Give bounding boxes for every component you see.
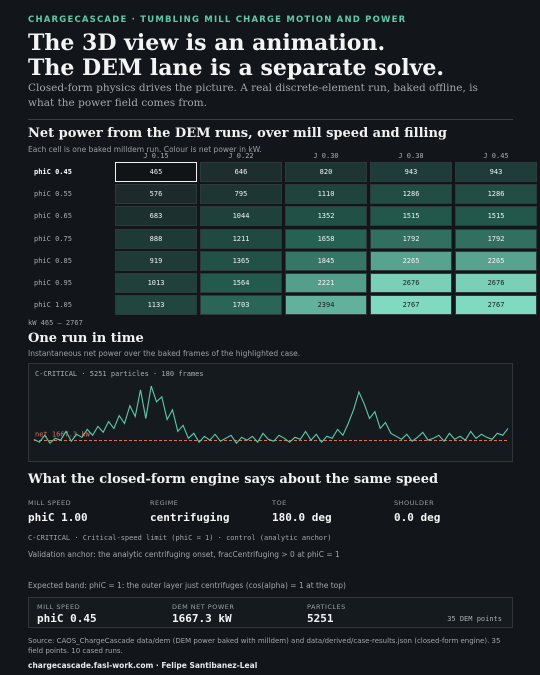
readout-value: 5251 [307, 612, 334, 625]
heatmap-cell[interactable]: 1564 [200, 273, 282, 293]
chart-label: C-CRITICAL · 5251 particles · 180 frames [35, 370, 204, 378]
row-header: phiC 0.85 [34, 256, 72, 265]
validation: Validation anchor: the analytic centrifu… [28, 550, 340, 559]
heatmap-cell[interactable]: 2265 [455, 250, 537, 271]
stat-label: MILL SPEED [28, 499, 72, 507]
row-header: phiC 0.75 [34, 234, 72, 243]
heatmap-cell[interactable]: 1110 [285, 184, 367, 205]
heatmap-cell[interactable]: 1133 [115, 295, 197, 316]
heatmap-cell[interactable]: 1013 [115, 273, 197, 293]
heatmap-cell[interactable]: 1515 [455, 206, 537, 227]
intro: Closed-form physics drives the picture. … [28, 82, 478, 109]
column-header: J 0.15 [143, 152, 169, 160]
color-legend: kW 465 – 2767 [28, 319, 83, 327]
source: Source: CAOS_ChargeCascade data/dem (DEM… [28, 637, 501, 655]
heatmap-cell[interactable]: 919 [115, 250, 197, 271]
heatmap-cell[interactable]: 943 [370, 162, 452, 182]
heatmap-cell[interactable]: 683 [115, 206, 197, 227]
expected-band: Expected band: phiC = 1: the outer layer… [28, 581, 346, 590]
heatmap-cell[interactable]: 1286 [370, 184, 452, 205]
stat-value: 0.0 deg [394, 511, 441, 524]
heatmap-cell[interactable]: 2221 [285, 273, 367, 293]
heatmap-cell[interactable]: 1845 [285, 250, 367, 271]
readout-label: PARTICLES [307, 603, 346, 611]
readout-value: 1667.3 kW [172, 612, 232, 625]
heatmap-cell[interactable]: 2676 [370, 273, 452, 293]
column-header: J 0.30 [313, 152, 339, 160]
heatmap-cell[interactable]: 2676 [455, 273, 537, 293]
chart-panel: C-CRITICAL · 5251 particles · 180 frames… [28, 363, 513, 462]
line-chart: net 1667.3 kW [33, 385, 509, 445]
section-title: One run in time [28, 331, 144, 346]
row-header: phiC 0.55 [34, 190, 72, 199]
stat-value: phiC 1.00 [28, 511, 88, 524]
net-label: net 1667.3 kW [35, 431, 91, 439]
column-header: J 0.38 [398, 152, 424, 160]
heatmap-cell[interactable]: 1792 [370, 228, 452, 249]
readout-label: MILL SPEED [37, 603, 81, 611]
heatmap-cell[interactable]: 1211 [200, 228, 282, 249]
heatmap-cell[interactable]: 1703 [200, 295, 282, 316]
case-line: C-CRITICAL · Critical-speed limit (phiC … [28, 534, 332, 542]
section-title: Net power from the DEM runs, over mill s… [28, 126, 447, 141]
heatmap-cell[interactable]: 820 [285, 162, 367, 182]
heatmap-cell[interactable]: 646 [200, 162, 282, 182]
row-header: phiC 1.05 [34, 301, 72, 310]
heatmap-cell[interactable]: 1352 [285, 206, 367, 227]
heatmap-cell[interactable]: 1286 [455, 184, 537, 205]
heatmap-cell[interactable]: 2394 [285, 295, 367, 316]
section-subtitle: Instantaneous net power over the baked f… [28, 349, 301, 358]
heatmap-cell[interactable]: 1792 [455, 228, 537, 249]
heatmap-cell[interactable]: 2265 [370, 250, 452, 271]
credit: chargecascade.fasl-work.com · Felipe San… [28, 661, 258, 670]
eyebrow: CHARGECASCADE · TUMBLING MILL CHARGE MOT… [28, 15, 407, 25]
section-subtitle: Each cell is one baked milldem run. Colo… [28, 145, 262, 154]
power-line [33, 385, 509, 445]
heatmap-cell[interactable]: 2767 [455, 295, 537, 316]
heatmap-cell[interactable]: 888 [115, 228, 197, 249]
heatmap-cell[interactable]: 1044 [200, 206, 282, 227]
stat-label: SHOULDER [394, 499, 435, 507]
headline: The DEM lane is a separate solve. [28, 55, 445, 81]
readout-value: phiC 0.45 [37, 612, 97, 625]
readout-panel: MILL SPEED phiC 0.45 DEM NET POWER 1667.3 k… [28, 597, 513, 628]
heatmap-cell[interactable]: 1515 [370, 206, 452, 227]
stat-value: 180.0 deg [272, 511, 332, 524]
section-title: What the closed-form engine says about t… [28, 472, 439, 487]
heatmap-cell[interactable]: 795 [200, 184, 282, 205]
heatmap-cell[interactable]: 576 [115, 184, 197, 205]
column-header: J 0.45 [483, 152, 509, 160]
column-header: J 0.22 [228, 152, 254, 160]
row-header: phiC 0.65 [34, 212, 72, 221]
stat-value: centrifuging [150, 511, 230, 524]
stat-label: TOE [272, 499, 287, 507]
stat-label: REGIME [150, 499, 179, 507]
headline: The 3D view is an animation. [28, 30, 386, 56]
divider [28, 119, 513, 120]
readout-label: DEM NET POWER [172, 603, 235, 611]
heatmap-cell[interactable]: 465 [115, 162, 197, 182]
heatmap-cell[interactable]: 943 [455, 162, 537, 182]
heatmap-cell[interactable]: 2767 [370, 295, 452, 316]
row-header: phiC 0.95 [34, 279, 72, 287]
row-header: phiC 0.45 [34, 168, 72, 176]
heatmap-cell[interactable]: 1365 [200, 250, 282, 271]
readout-note: 35 DEM points [447, 615, 502, 623]
heatmap-cell[interactable]: 1658 [285, 228, 367, 249]
